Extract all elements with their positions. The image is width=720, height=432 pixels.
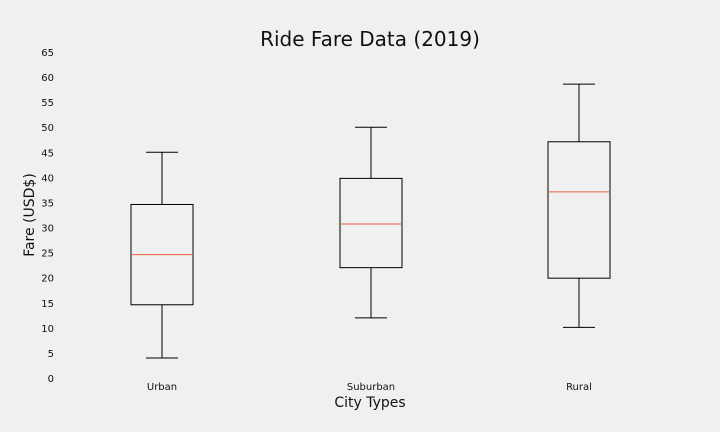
- iqr-box: [547, 141, 611, 279]
- x-axis-label: City Types: [334, 395, 405, 411]
- box-series: [130, 83, 611, 359]
- x-tick-label: Rural: [566, 382, 592, 393]
- y-tick-label: 65: [41, 48, 54, 59]
- y-tick-label: 0: [48, 374, 54, 385]
- y-tick-label: 15: [41, 299, 54, 310]
- y-tick-label: 25: [41, 249, 54, 260]
- box-urban: [130, 151, 194, 359]
- y-tick-label: 5: [48, 349, 54, 360]
- y-tick-label: 40: [41, 173, 54, 184]
- y-tick-label: 10: [41, 324, 54, 335]
- x-tick-label: Urban: [147, 382, 177, 393]
- chart-title: Ride Fare Data (2019): [260, 27, 480, 51]
- y-tick-label: 55: [41, 98, 54, 109]
- box-rural: [547, 83, 611, 328]
- y-tick-label: 50: [41, 123, 54, 134]
- x-tick-label: Suburban: [347, 382, 395, 393]
- iqr-box: [339, 177, 403, 269]
- y-tick-label: 30: [41, 224, 54, 235]
- x-axis-ticks: Urban Suburban Rural: [147, 382, 592, 393]
- y-tick-label: 20: [41, 274, 54, 285]
- y-tick-label: 60: [41, 73, 54, 84]
- y-axis-ticks: 0 5 10 15 20 25 30 35 40 45 50 55 60 65: [41, 48, 54, 385]
- box-suburban: [339, 126, 403, 319]
- y-axis-label: Fare (USD$): [22, 173, 38, 257]
- y-tick-label: 45: [41, 148, 54, 159]
- y-tick-label: 35: [41, 198, 54, 209]
